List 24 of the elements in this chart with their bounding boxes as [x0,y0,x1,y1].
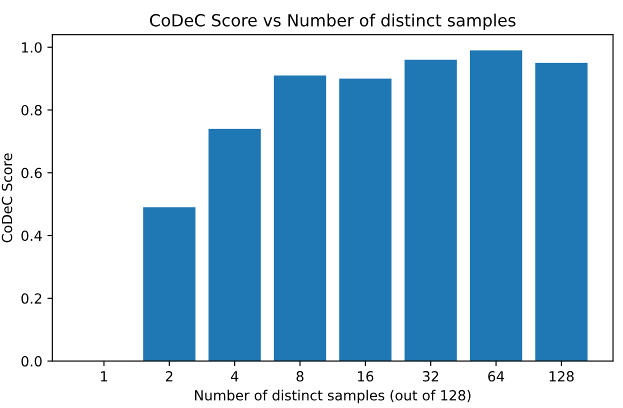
bar [339,78,392,362]
bar [404,60,457,362]
x-tick-label: 32 [422,371,438,382]
bar [208,128,261,362]
y-tick-label: 0.6 [21,168,42,178]
x-tick-label: 4 [230,371,238,382]
chart-title: CoDeC Score vs Number of distinct samples [150,14,516,30]
y-axis-title: CoDeC Score [2,153,12,242]
bar [274,75,326,362]
x-axis-title: Number of distinct samples (out of 128) [195,390,470,404]
x-tick-label: 64 [488,371,504,382]
y-tick-label: 0.4 [21,230,42,242]
y-tick-label: 0.2 [21,293,42,304]
x-tick-label: 128 [550,371,574,382]
x-tick-label: 1 [101,371,108,382]
x-tick-label: 16 [358,371,374,382]
y-tick-label: 1.0 [22,42,42,53]
y-tick-label: 0.8 [21,104,42,116]
bar [470,50,522,362]
x-tick-label: 2 [166,371,172,382]
bar [535,62,588,362]
y-tick-label: 0.0 [21,356,42,367]
x-tick-label: 8 [296,371,304,382]
bar [143,207,196,362]
